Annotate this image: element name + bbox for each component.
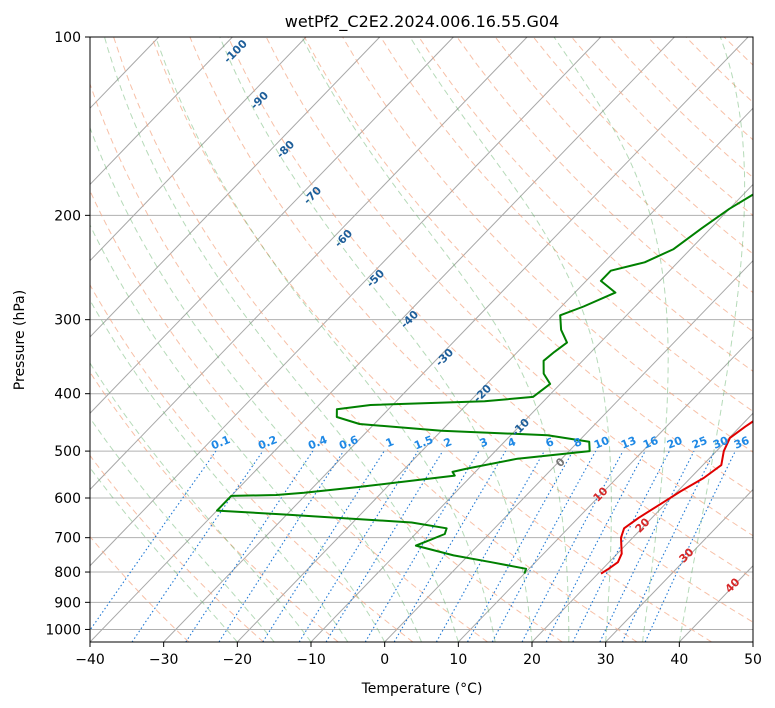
- y-axis-label: Pressure (hPa): [12, 290, 28, 390]
- y-tick-label: 300: [54, 313, 81, 329]
- x-axis: −40 −30 −20 −10 0 10 20 30 40 50: [75, 642, 762, 668]
- mixing-ratio-label: 13: [619, 434, 638, 452]
- isotherm: [90, 37, 454, 414]
- chart-title: wetPf2_C2E2.2024.006.16.55.G04: [285, 12, 559, 32]
- mixing-ratio-label: 2: [442, 435, 454, 450]
- x-tick-label: 40: [670, 652, 688, 668]
- isotherm: [90, 37, 528, 491]
- profile-line-1: [600, 420, 753, 575]
- isotherm: [90, 37, 381, 338]
- y-tick-label: 900: [54, 595, 81, 611]
- y-axis: 100 200 300 400 500 600 700 800 900 1000: [45, 30, 90, 638]
- moist-adiabat: [219, 37, 533, 642]
- mixing-ratio-line: [467, 450, 574, 642]
- dry-adiabat: [189, 37, 753, 623]
- y-tick-label: 500: [54, 444, 81, 460]
- mixing-ratio-line: [262, 450, 385, 642]
- isotherm: [163, 37, 749, 642]
- isotherm: [90, 37, 602, 567]
- mixing-ratio-label: 20: [665, 434, 684, 452]
- mixing-ratio-label: 8: [572, 435, 584, 450]
- isotherm: [531, 412, 753, 642]
- dry-adiabat: [456, 37, 753, 333]
- mixing-ratio-line: [599, 450, 695, 642]
- mixing-ratio-line: [90, 450, 217, 632]
- mixing-ratio-label: 3: [478, 435, 490, 450]
- x-tick-label: 10: [449, 652, 467, 668]
- y-tick-label: 100: [54, 30, 81, 46]
- x-axis-label: Temperature (°C): [361, 681, 483, 697]
- moist-adiabat: [301, 37, 570, 642]
- isotherm: [384, 259, 753, 642]
- profile-line-2: [216, 193, 753, 574]
- plot-frame: [89, 36, 754, 643]
- dry-adiabat: [90, 189, 488, 642]
- moist-adiabat: [678, 37, 746, 642]
- moist-adiabat: [90, 362, 312, 642]
- isotherm: [90, 37, 675, 642]
- dry-adiabat: [90, 371, 339, 642]
- y-tick-label: 700: [54, 531, 81, 547]
- background-lines: [90, 37, 753, 642]
- mixing-ratio-label: 16: [641, 434, 660, 452]
- dry-adiabat: [494, 37, 753, 294]
- y-tick-label: 200: [54, 208, 81, 224]
- moist-adiabat: [90, 126, 422, 642]
- x-tick-label: −20: [223, 652, 253, 668]
- mixing-ratio-line: [572, 450, 670, 642]
- mixing-ratio-label: 25: [690, 434, 709, 452]
- mixing-ratio-line: [435, 450, 545, 642]
- x-tick-label: 50: [744, 652, 762, 668]
- moist-adiabat: [409, 37, 612, 642]
- isotherm: [457, 336, 753, 642]
- mixing-ratio-line: [218, 450, 345, 642]
- moist-adiabat: [90, 223, 386, 642]
- moist-adiabat: [90, 417, 275, 642]
- moist-adiabat: [553, 37, 669, 642]
- x-tick-label: 0: [380, 652, 389, 668]
- x-tick-label: −30: [149, 652, 179, 668]
- y-tick-label: 600: [54, 491, 81, 507]
- moist-adiabat: [90, 467, 238, 642]
- mixing-ratio-label: 30: [711, 434, 730, 452]
- mixing-ratio-line: [325, 450, 444, 642]
- mixing-ratio-label: 36: [732, 434, 751, 452]
- isotherm: [90, 37, 233, 186]
- moist-adiabat: [104, 37, 459, 642]
- y-tick-label: 1000: [45, 622, 81, 638]
- x-tick-label: −10: [296, 652, 326, 668]
- mixing-ratio-line: [491, 450, 597, 642]
- moist-adiabat: [155, 37, 496, 642]
- x-tick-label: 30: [597, 652, 615, 668]
- dry-adiabat: [90, 454, 264, 642]
- dry-adiabat: [90, 283, 414, 642]
- dry-adiabat: [113, 37, 638, 642]
- isotherm: [236, 107, 753, 642]
- mixing-ratio-label: 1: [384, 435, 396, 450]
- mixing-ratio-label: 10: [592, 434, 611, 452]
- isotherm: [605, 488, 753, 642]
- moist-adiabat: [90, 299, 349, 642]
- profile-series: [216, 193, 753, 575]
- isotherm: [90, 37, 307, 262]
- x-tick-label: −40: [75, 652, 105, 668]
- y-tick-label: 400: [54, 387, 81, 403]
- mixing-ratio-line: [131, 450, 264, 642]
- x-tick-label: 20: [523, 652, 541, 668]
- y-tick-label: 800: [54, 565, 81, 581]
